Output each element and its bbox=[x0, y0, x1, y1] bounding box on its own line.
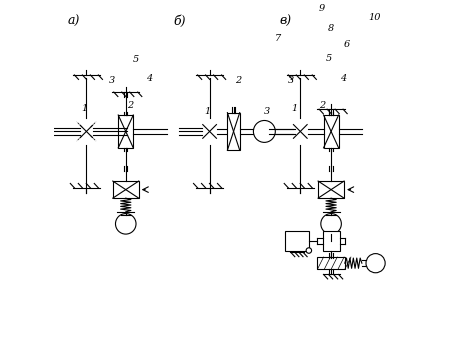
Bar bbox=[318, 181, 344, 198]
Text: в): в) bbox=[280, 15, 292, 28]
Text: 10: 10 bbox=[369, 13, 381, 22]
Text: 3: 3 bbox=[264, 107, 270, 116]
Text: 4: 4 bbox=[146, 74, 152, 83]
Text: 5: 5 bbox=[133, 55, 139, 65]
Bar bbox=[113, 181, 139, 198]
Circle shape bbox=[253, 120, 275, 142]
Bar bbox=[323, 231, 340, 251]
Circle shape bbox=[116, 214, 136, 234]
Text: 1: 1 bbox=[292, 104, 298, 112]
Text: б): б) bbox=[174, 15, 186, 28]
Circle shape bbox=[366, 254, 385, 273]
Circle shape bbox=[306, 248, 311, 253]
Text: 2: 2 bbox=[127, 101, 134, 110]
Text: 1: 1 bbox=[81, 104, 87, 112]
Text: 2: 2 bbox=[319, 101, 325, 110]
Text: 9: 9 bbox=[319, 4, 325, 13]
Bar bbox=[227, 112, 240, 150]
Circle shape bbox=[321, 214, 342, 234]
Text: 8: 8 bbox=[328, 24, 334, 33]
Bar bbox=[317, 257, 345, 269]
Bar bbox=[118, 115, 133, 148]
Text: 5: 5 bbox=[326, 54, 332, 63]
Bar bbox=[324, 115, 338, 148]
Bar bbox=[285, 231, 309, 250]
Text: 6: 6 bbox=[344, 40, 351, 49]
Text: 7: 7 bbox=[274, 34, 281, 43]
Text: а): а) bbox=[68, 15, 80, 28]
Text: 2: 2 bbox=[235, 76, 242, 85]
Text: 3: 3 bbox=[108, 76, 115, 85]
Text: 1: 1 bbox=[204, 107, 211, 116]
Text: 4: 4 bbox=[340, 74, 346, 83]
Text: 3: 3 bbox=[288, 76, 295, 85]
